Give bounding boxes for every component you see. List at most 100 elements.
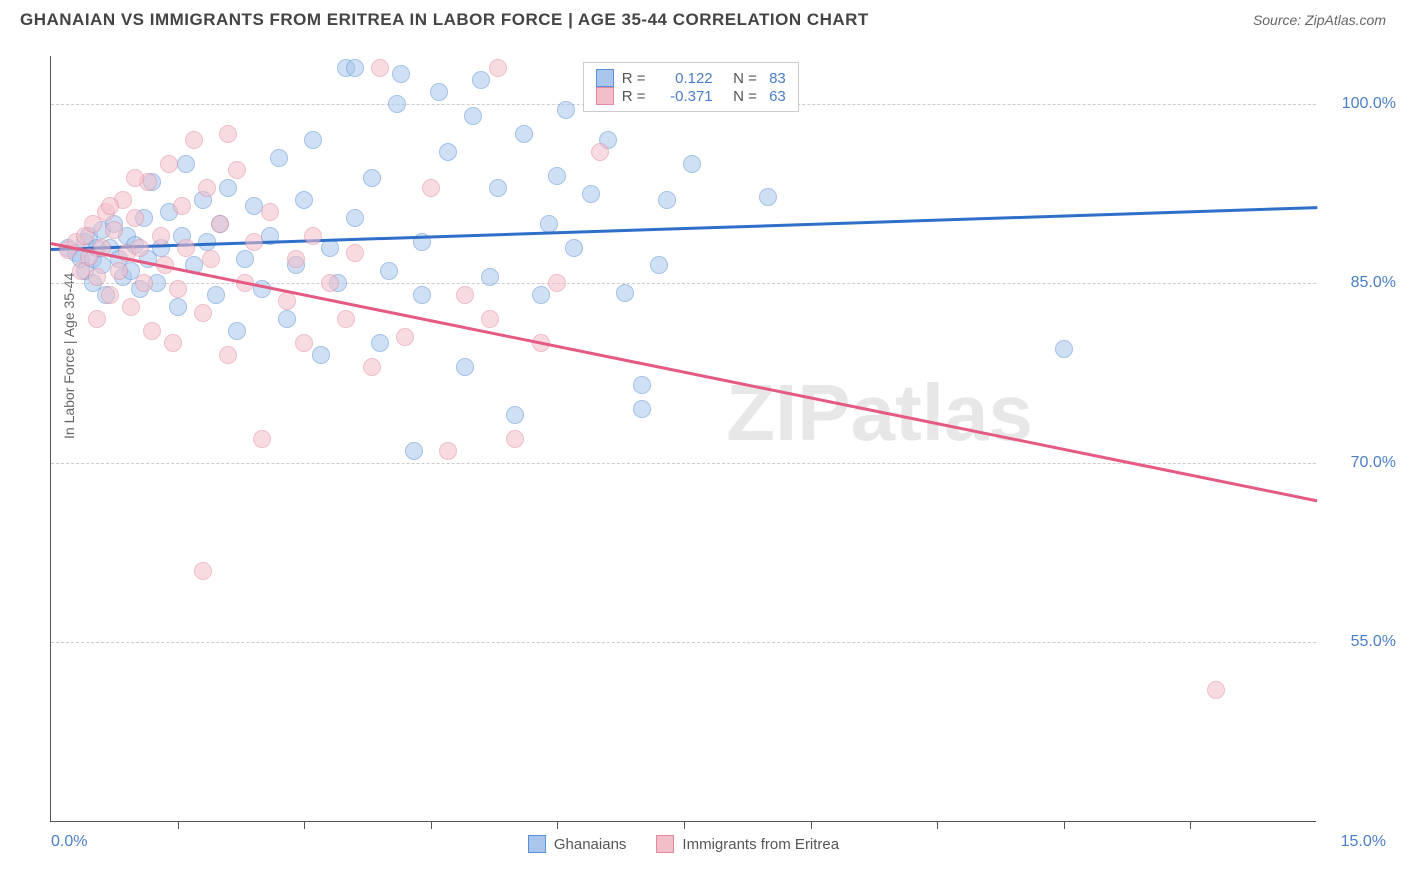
- data-point: [439, 442, 457, 460]
- x-max-label: 15.0%: [1341, 833, 1386, 851]
- series-legend: GhanaiansImmigrants from Eritrea: [51, 835, 1316, 853]
- legend-n-label: N =: [721, 88, 761, 105]
- data-point: [88, 310, 106, 328]
- data-point: [169, 280, 187, 298]
- stats-legend: R = 0.122 N = 83R = -0.371 N = 63: [583, 62, 799, 112]
- data-point: [253, 430, 271, 448]
- data-point: [126, 209, 144, 227]
- data-point: [633, 400, 651, 418]
- data-point: [413, 286, 431, 304]
- stats-legend-row: R = -0.371 N = 63: [596, 87, 786, 105]
- data-point: [177, 155, 195, 173]
- data-point: [346, 59, 364, 77]
- data-point: [105, 221, 123, 239]
- chart-title: GHANAIAN VS IMMIGRANTS FROM ERITREA IN L…: [20, 10, 869, 30]
- data-point: [278, 292, 296, 310]
- data-point: [261, 203, 279, 221]
- gridline: [51, 642, 1316, 643]
- data-point: [219, 125, 237, 143]
- data-point: [160, 155, 178, 173]
- data-point: [363, 358, 381, 376]
- data-point: [489, 179, 507, 197]
- y-tick-label: 85.0%: [1351, 274, 1396, 292]
- data-point: [122, 298, 140, 316]
- x-tick: [178, 821, 179, 829]
- data-point: [194, 562, 212, 580]
- legend-n-value: 83: [769, 70, 786, 87]
- data-point: [101, 286, 119, 304]
- data-point: [481, 310, 499, 328]
- data-point: [236, 250, 254, 268]
- x-tick: [811, 821, 812, 829]
- data-point: [481, 268, 499, 286]
- data-point: [245, 233, 263, 251]
- data-point: [304, 227, 322, 245]
- y-tick-label: 55.0%: [1351, 633, 1396, 651]
- data-point: [219, 346, 237, 364]
- x-tick: [684, 821, 685, 829]
- data-point: [557, 101, 575, 119]
- data-point: [565, 239, 583, 257]
- data-point: [633, 376, 651, 394]
- data-point: [219, 179, 237, 197]
- x-tick: [431, 821, 432, 829]
- data-point: [135, 274, 153, 292]
- data-point: [278, 310, 296, 328]
- x-tick: [937, 821, 938, 829]
- legend-swatch: [596, 87, 614, 105]
- data-point: [228, 161, 246, 179]
- data-point: [616, 284, 634, 302]
- data-point: [464, 107, 482, 125]
- data-point: [321, 274, 339, 292]
- data-point: [131, 239, 149, 257]
- data-point: [126, 169, 144, 187]
- legend-swatch: [528, 835, 546, 853]
- y-tick-label: 100.0%: [1342, 95, 1396, 113]
- data-point: [683, 155, 701, 173]
- legend-swatch: [596, 69, 614, 87]
- data-point: [164, 334, 182, 352]
- scatter-chart: In Labor Force | Age 35-44 0.0%15.0%ZIPa…: [50, 56, 1316, 822]
- data-point: [582, 185, 600, 203]
- data-point: [371, 334, 389, 352]
- data-point: [295, 191, 313, 209]
- data-point: [228, 322, 246, 340]
- data-point: [380, 262, 398, 280]
- data-point: [88, 268, 106, 286]
- legend-n-value: 63: [769, 88, 786, 105]
- data-point: [392, 65, 410, 83]
- stats-legend-row: R = 0.122 N = 83: [596, 69, 786, 87]
- legend-r-value: 0.122: [658, 70, 713, 87]
- x-tick: [304, 821, 305, 829]
- data-point: [211, 215, 229, 233]
- data-point: [540, 215, 558, 233]
- legend-label: Immigrants from Eritrea: [682, 836, 839, 853]
- data-point: [312, 346, 330, 364]
- data-point: [371, 59, 389, 77]
- data-point: [405, 442, 423, 460]
- data-point: [101, 197, 119, 215]
- legend-r-label: R =: [622, 88, 650, 105]
- x-tick: [1064, 821, 1065, 829]
- data-point: [439, 143, 457, 161]
- trend-line: [51, 206, 1317, 250]
- data-point: [548, 274, 566, 292]
- data-point: [422, 179, 440, 197]
- data-point: [759, 188, 777, 206]
- y-axis-label: In Labor Force | Age 35-44: [61, 272, 77, 438]
- data-point: [658, 191, 676, 209]
- watermark: ZIPatlas: [726, 367, 1033, 459]
- data-point: [591, 143, 609, 161]
- data-point: [456, 358, 474, 376]
- data-point: [202, 250, 220, 268]
- data-point: [515, 125, 533, 143]
- data-point: [198, 233, 216, 251]
- x-tick: [1190, 821, 1191, 829]
- data-point: [346, 244, 364, 262]
- x-tick: [557, 821, 558, 829]
- data-point: [270, 149, 288, 167]
- data-point: [143, 322, 161, 340]
- data-point: [506, 406, 524, 424]
- legend-swatch: [656, 835, 674, 853]
- legend-r-label: R =: [622, 70, 650, 87]
